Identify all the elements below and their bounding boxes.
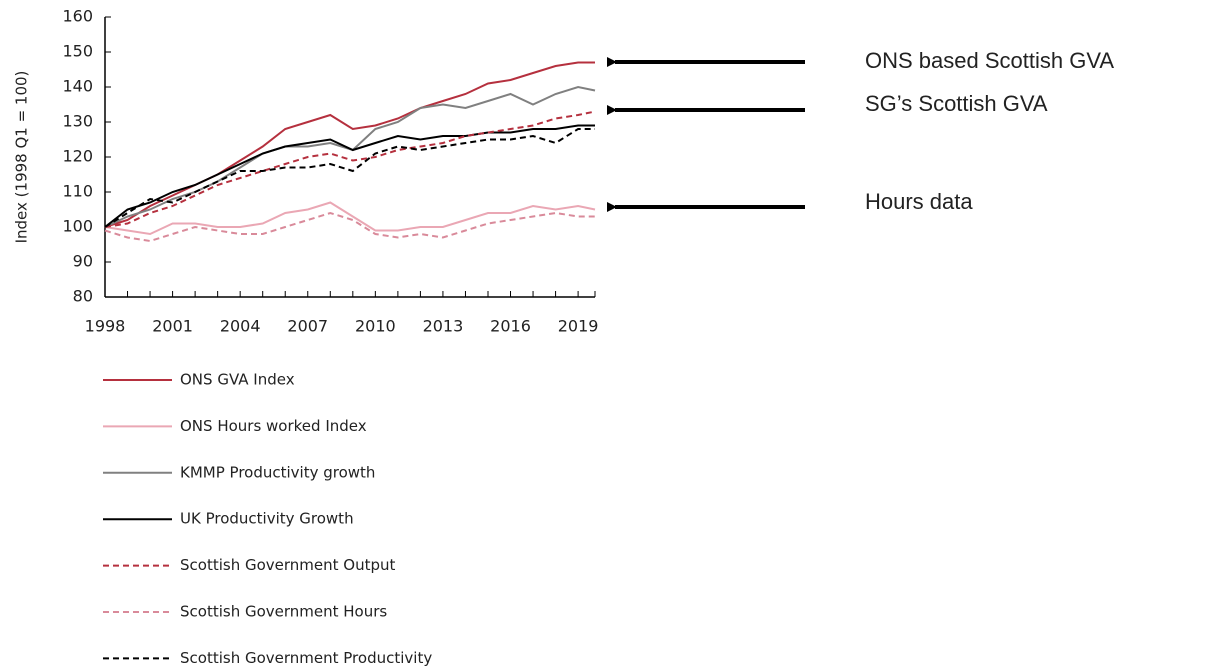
- legend-label: Scottish Government Hours: [180, 603, 387, 621]
- x-tick-label: 2010: [355, 317, 396, 336]
- annotation: SG’s Scottish GVA: [865, 91, 1048, 116]
- series-line: [104, 128, 595, 228]
- x-tick-label: 2007: [287, 317, 328, 336]
- series-line: [104, 61, 595, 228]
- x-tick-label: 2004: [220, 317, 261, 336]
- series-line: [104, 124, 595, 228]
- y-tick-label: 140: [62, 77, 93, 96]
- series-line: [104, 201, 596, 236]
- annotation: ONS based Scottish GVA: [865, 48, 1114, 73]
- annotation: Hours data: [865, 189, 973, 214]
- series-line: [104, 85, 596, 228]
- series-line: [104, 110, 596, 228]
- legend-label: Scottish Government Output: [180, 556, 396, 574]
- legend-label: ONS GVA Index: [180, 371, 295, 389]
- y-tick-label: 80: [73, 287, 93, 306]
- y-tick-label: 100: [62, 217, 93, 236]
- x-tick-label: 2019: [558, 317, 599, 336]
- legend-label: ONS Hours worked Index: [180, 417, 367, 435]
- y-axis-label: Index (1998 Q1 = 100): [13, 71, 31, 244]
- x-tick-label: 1998: [85, 317, 126, 336]
- y-tick-label: 150: [62, 42, 93, 61]
- series-line: [104, 211, 595, 243]
- y-tick-label: 120: [62, 147, 93, 166]
- legend-label: Scottish Government Productivity: [180, 649, 432, 667]
- y-tick-label: 110: [62, 182, 93, 201]
- legend-label: KMMP Productivity growth: [180, 463, 375, 481]
- y-tick-label: 160: [62, 7, 93, 26]
- y-tick-label: 90: [73, 252, 93, 271]
- x-tick-label: 2001: [152, 317, 193, 336]
- x-tick-label: 2016: [490, 317, 531, 336]
- x-tick-label: 2013: [423, 317, 464, 336]
- y-tick-label: 130: [62, 112, 93, 131]
- legend-label: UK Productivity Growth: [180, 510, 354, 528]
